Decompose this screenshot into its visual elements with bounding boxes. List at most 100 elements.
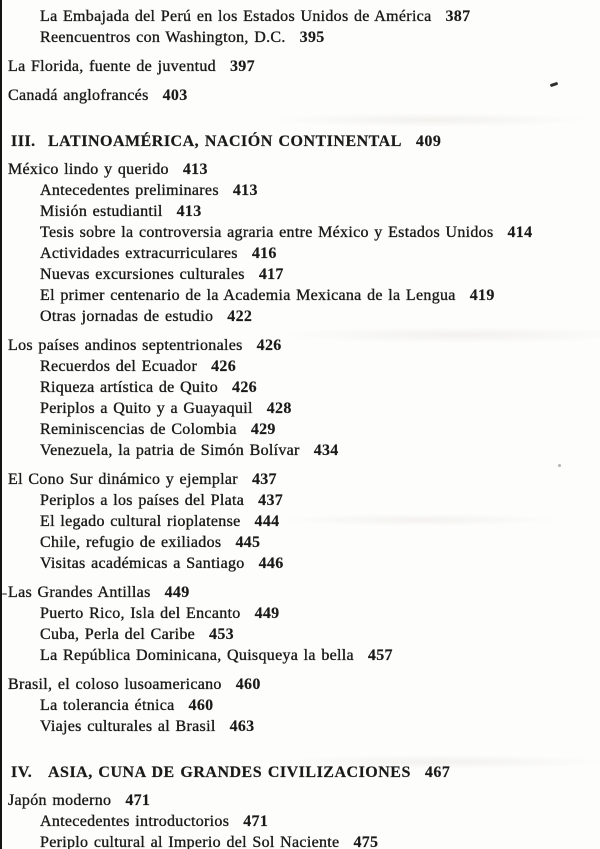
entry-title: Brasil, el coloso lusoamericano (8, 676, 222, 693)
entry-page-number: 387 (445, 8, 471, 25)
entry-title: La Embajada del Perú en los Estados Unid… (40, 8, 432, 25)
toc-chapter-entry: Brasil, el coloso lusoamericano 460 (8, 674, 600, 695)
toc-chapter-entry: Canadá anglofrancés 403 (8, 85, 600, 106)
entry-page-number: 437 (251, 471, 277, 488)
toc-subentry: Tesis sobre la controversia agraria entr… (8, 222, 600, 243)
toc-subentry: Antecedentes preliminares 413 (8, 180, 600, 201)
entry-title: Los países andinos septentrionales (8, 337, 243, 354)
entry-title: El primer centenario de la Academia Mexi… (40, 287, 456, 304)
entry-page-number: 453 (209, 626, 234, 643)
entry-page-number: 467 (424, 764, 451, 781)
entry-page-number: 475 (353, 834, 379, 849)
toc-subentry: Reminiscencias de Colombia 429 (8, 419, 600, 440)
entry-page-number: 463 (229, 718, 255, 735)
toc-section-heading: III. LATINOAMÉRICA, NACIÓN CONTINENTAL 409 (8, 131, 600, 152)
toc-subentry: Viajes culturales al Brasil 463 (8, 716, 600, 737)
entry-page-number: 445 (235, 534, 261, 551)
entry-title: Otras jornadas de estudio (40, 308, 214, 325)
entry-page-number: 449 (254, 605, 280, 622)
entry-page-number: 426 (211, 358, 236, 375)
entry-page-number: 416 (251, 245, 277, 262)
entry-title: Periplos a Quito y a Guayaquil (40, 400, 253, 417)
toc-subentry: Nuevas excursiones culturales 417 (8, 264, 600, 285)
toc-subentry: Periplo cultural al Imperio del Sol Naci… (8, 832, 600, 849)
entry-title: Reencuentros con Washington, D.C. (40, 29, 286, 46)
toc-chapter-entry: El Cono Sur dinámico y ejemplar 437 (8, 469, 600, 490)
entry-title: México lindo y querido (8, 161, 169, 178)
entry-title: Misión estudiantil (40, 203, 163, 220)
entry-title: La tolerancia étnica (40, 697, 175, 714)
entry-title: La Florida, fuente de juventud (8, 58, 216, 75)
section-numeral: IV. (11, 764, 33, 781)
entry-title: Recuerdos del Ecuador (40, 358, 198, 375)
entry-page-number: 422 (227, 308, 253, 325)
entry-page-number: 403 (162, 87, 188, 104)
entry-page-number: 446 (258, 555, 284, 572)
entry-page-number: 449 (164, 584, 190, 601)
entry-title: Puerto Rico, Isla del Encanto (40, 605, 241, 622)
entry-title: Japón moderno (8, 792, 112, 809)
entry-page-number: 460 (188, 697, 214, 714)
entry-title: El legado cultural rioplatense (40, 513, 241, 530)
entry-page-number: 471 (125, 792, 151, 809)
section-numeral: III. (11, 133, 36, 150)
toc-subentry: La Embajada del Perú en los Estados Unid… (8, 6, 600, 27)
entry-page-number: 460 (235, 676, 261, 693)
entry-title: Antecedentes introductorios (40, 813, 230, 830)
toc-subentry: El legado cultural rioplatense 444 (8, 511, 600, 532)
entry-title: Periplos a los países del Plata (40, 492, 245, 509)
entry-page-number: 413 (182, 161, 208, 178)
entry-title: Nuevas excursiones culturales (40, 266, 245, 283)
entry-title: Las Grandes Antillas (8, 584, 151, 601)
toc-subentry: Puerto Rico, Isla del Encanto 449 (8, 603, 600, 624)
entry-title: El Cono Sur dinámico y ejemplar (8, 471, 238, 488)
scan-speck (2, 593, 7, 595)
entry-title: Tesis sobre la controversia agraria entr… (40, 224, 494, 241)
toc-subentry: Actividades extracurriculares 416 (8, 243, 600, 264)
entry-page-number: 444 (254, 513, 280, 530)
toc-subentry: Antecedentes introductorios 471 (8, 811, 600, 832)
entry-page-number: 471 (243, 813, 269, 830)
toc-subentry: El primer centenario de la Academia Mexi… (8, 285, 600, 306)
toc-subentry: Periplos a los países del Plata 437 (8, 490, 600, 511)
entry-page-number: 397 (229, 58, 255, 75)
scan-edge-line (0, 0, 2, 849)
entry-page-number: 395 (299, 29, 325, 46)
entry-page-number: 414 (507, 224, 533, 241)
toc-subentry: Chile, refugio de exiliados 445 (8, 532, 600, 553)
entry-title: Reminiscencias de Colombia (40, 421, 237, 438)
entry-page-number: 413 (176, 203, 202, 220)
entry-page-number: 417 (258, 266, 284, 283)
entry-title: Antecedentes preliminares (40, 182, 219, 199)
entry-title: Canadá anglofrancés (8, 87, 149, 104)
entry-title: Cuba, Perla del Caribe (40, 626, 196, 643)
entry-title: ASIA, CUNA DE GRANDES CIVILIZACIONES (48, 764, 411, 781)
toc-subentry: Visitas académicas a Santiago 446 (8, 553, 600, 574)
entry-page-number: 457 (367, 647, 393, 664)
toc-subentry: Venezuela, la patria de Simón Bolívar 434 (8, 440, 600, 461)
entry-page-number: 437 (258, 492, 284, 509)
entry-title: Periplo cultural al Imperio del Sol Naci… (40, 834, 340, 849)
toc-subentry: La República Dominicana, Quisqueya la be… (8, 645, 600, 666)
entry-page-number: 426 (232, 379, 257, 396)
entry-page-number: 429 (250, 421, 276, 438)
entry-page-number: 434 (313, 442, 339, 459)
toc-chapter-entry: La Florida, fuente de juventud 397 (8, 56, 600, 77)
toc-subentry: La tolerancia étnica 460 (8, 695, 600, 716)
entry-title: Riqueza artística de Quito (40, 379, 219, 396)
toc-subentry: Otras jornadas de estudio 422 (8, 306, 600, 327)
toc-section-heading: IV. ASIA, CUNA DE GRANDES CIVILIZACIONES 4… (8, 762, 600, 783)
toc-chapter-entry: Los países andinos septentrionales 426 (8, 335, 600, 356)
entry-title: Venezuela, la patria de Simón Bolívar (40, 442, 300, 459)
toc-subentry: Riqueza artística de Quito 426 (8, 377, 600, 398)
entry-page-number: 428 (266, 400, 292, 417)
entry-title: Actividades extracurriculares (40, 245, 238, 262)
entry-title: LATINOAMÉRICA, NACIÓN CONTINENTAL (48, 133, 402, 150)
entry-page-number: 419 (469, 287, 495, 304)
entry-title: Viajes culturales al Brasil (40, 718, 216, 735)
toc-subentry: Misión estudiantil 413 (8, 201, 600, 222)
toc-subentry: Periplos a Quito y a Guayaquil 428 (8, 398, 600, 419)
toc-subentry: Cuba, Perla del Caribe 453 (8, 624, 600, 645)
